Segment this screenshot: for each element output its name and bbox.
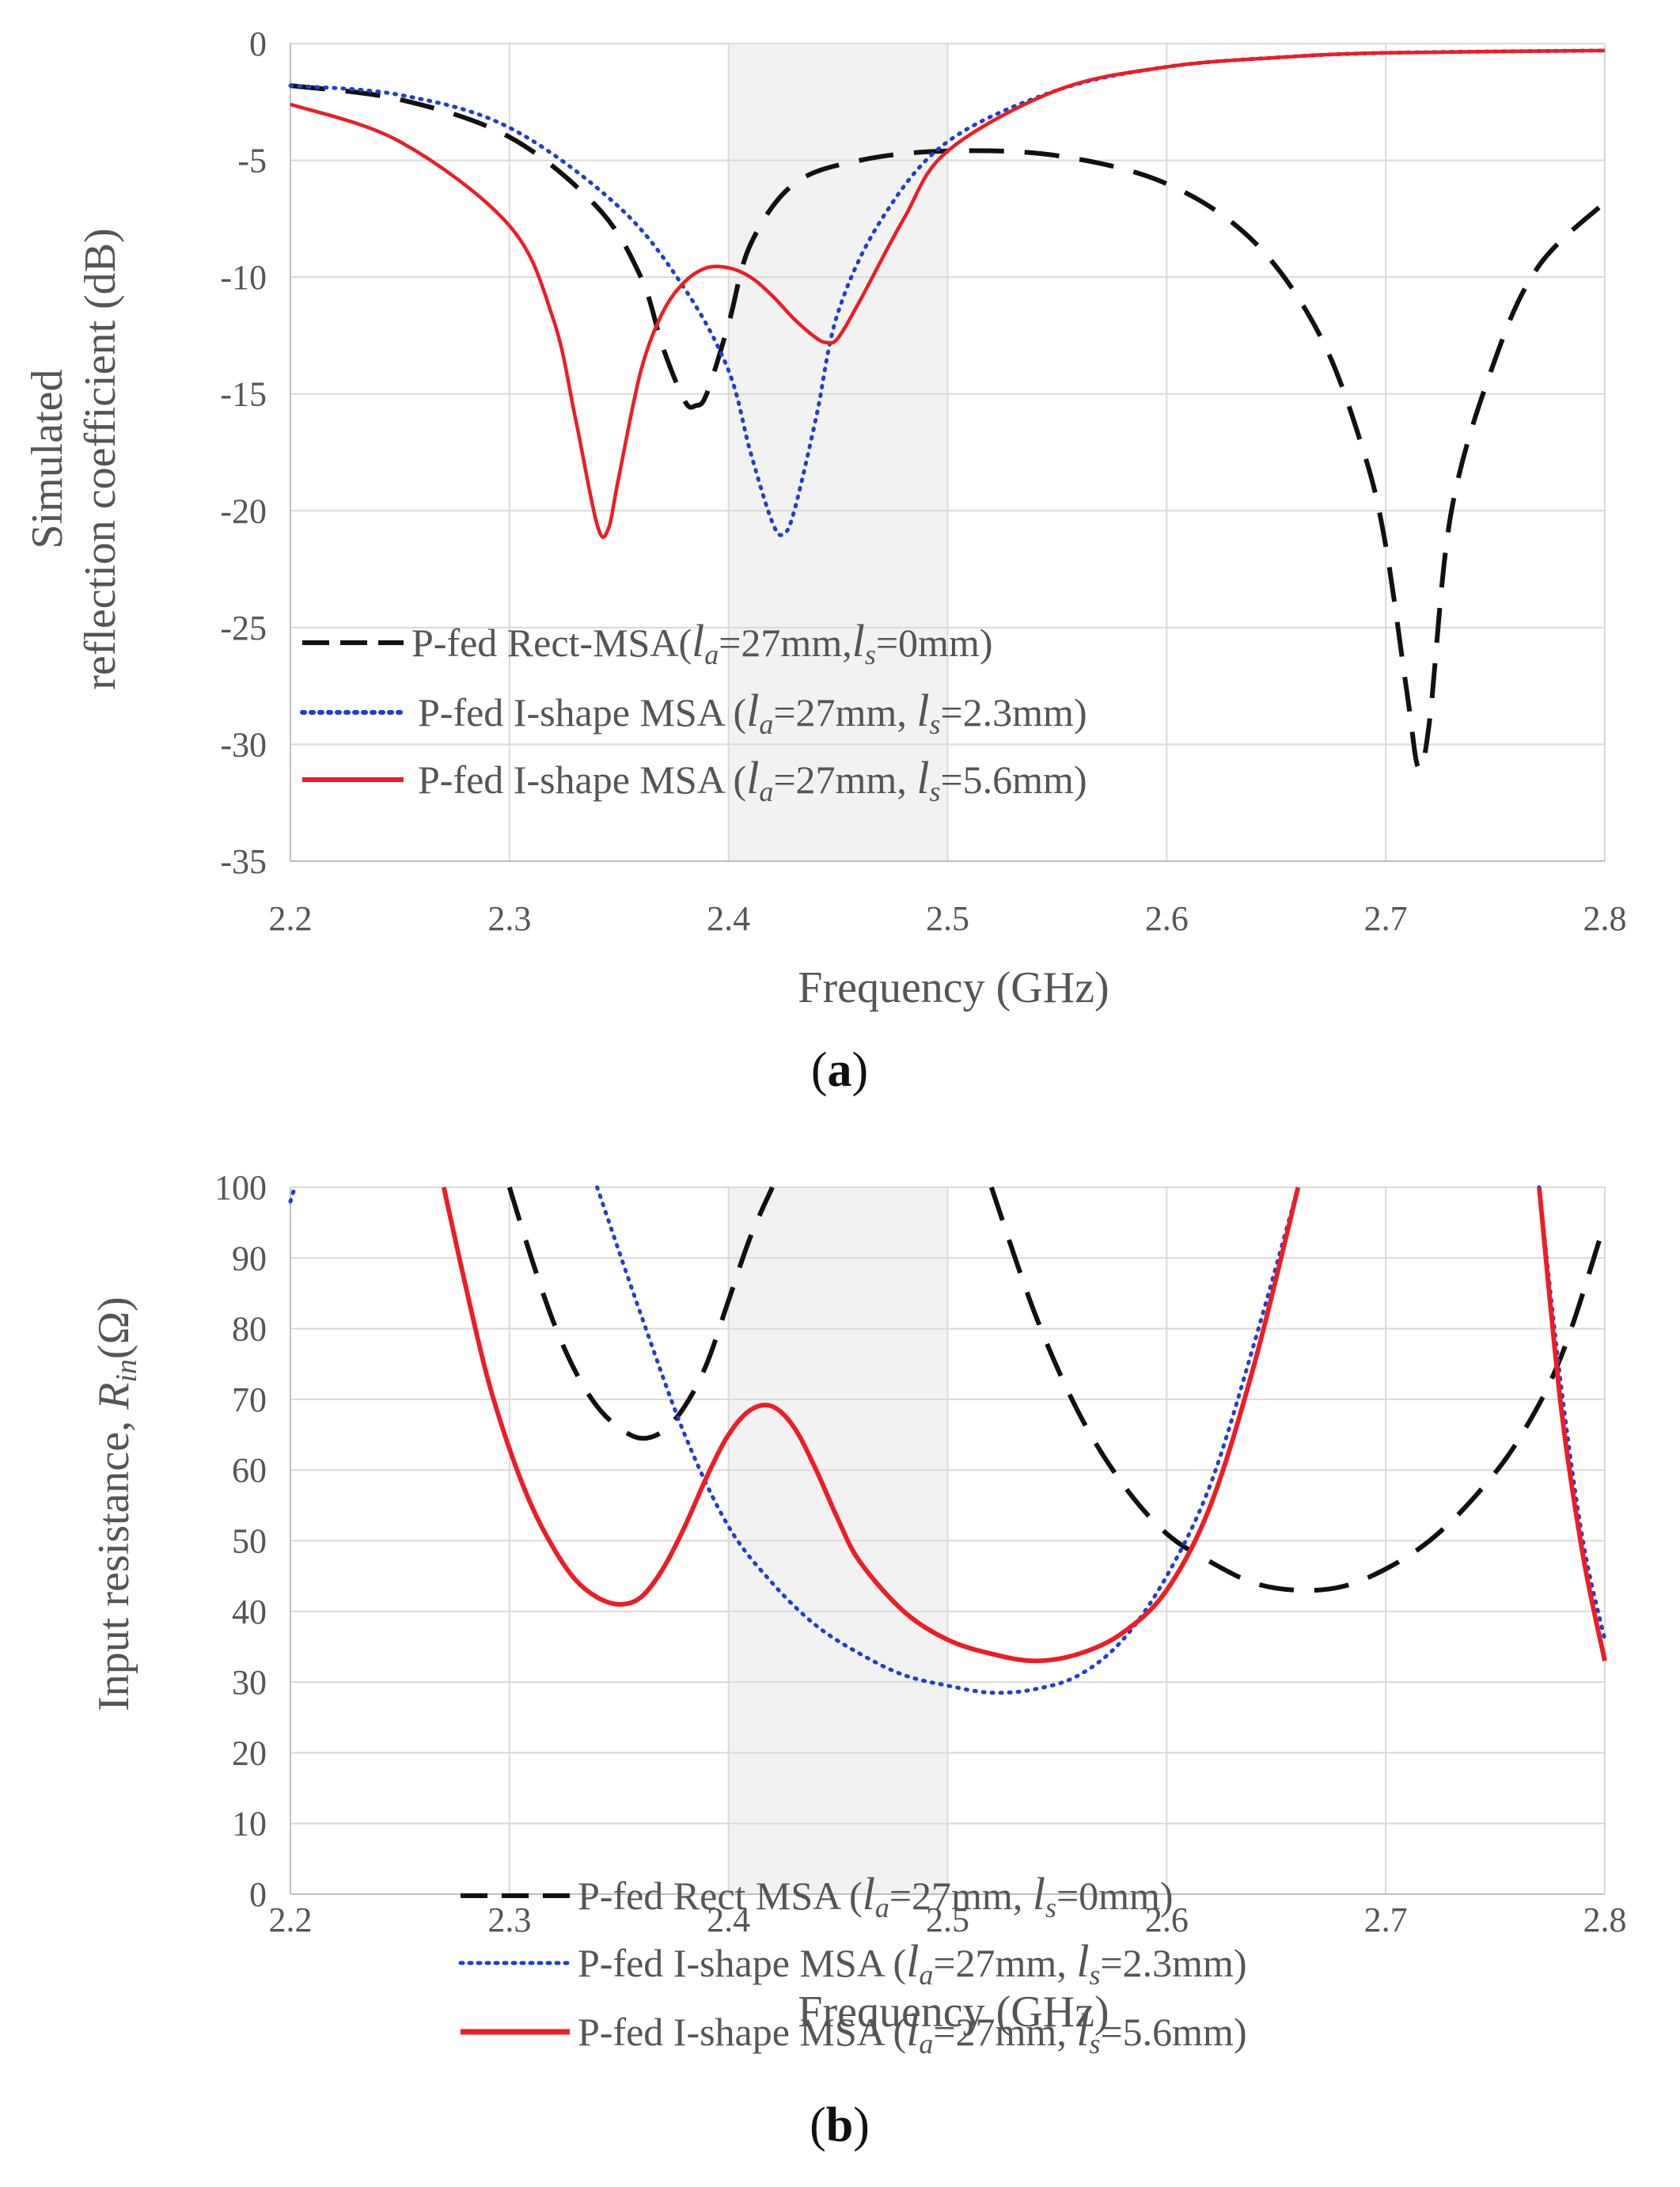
panel-a-y-axis-label-line2: reflection coefficient (dB) [76,228,125,690]
panel-a-legend-item-ishape-2: P-fed I-shape MSA (la=27mm, ls=2.3mm) [300,685,1087,740]
y-tick-label: 70 [232,1380,267,1419]
legend-text: P-fed Rect-MSA( [411,621,692,665]
legend-text-ls: =5.6mm) [940,757,1087,802]
panel-a-y-axis-label-line1: Simulated [23,369,72,549]
panel-b-series [288,1185,1607,1695]
x-tick-label: 2.2 [269,1900,313,1939]
panel-b-x-axis-label: Frequency (GHz) [798,1988,1109,2037]
series-line-b-1-1 [595,1185,1300,1695]
y-tick-label: 100 [214,1168,267,1207]
series-line-a-2-0 [290,48,1606,539]
y-tick-label: -5 [237,142,267,180]
panel-a-legend-item-ishape-5: P-fed I-shape MSA (la=27mm, ls=5.6mm) [302,752,1087,807]
y-tick-label: 0 [249,1875,267,1914]
x-tick-label: 2.4 [707,899,750,938]
x-tick-label: 2.2 [269,899,313,938]
panel-b-label: (b) [810,2098,870,2152]
panel-b-y-axis-label: Input resistance, Rin(Ω) [89,1297,143,1711]
y-tick-label: -25 [220,609,267,647]
panel-b-legend-item-ishape-2: P-fed I-shape MSA (la=27mm, ls=2.3mm) [458,1935,1247,1991]
panel-b-x-ticks: 2.2 2.3 2.4 2.5 2.6 2.7 2.8 [269,1900,1627,1939]
legend-text: P-fed I-shape MSA ( [418,757,746,802]
legend-text: P-fed I-shape MSA ( [578,2010,906,2054]
panel-b-legend-item-rect: P-fed Rect MSA (la=27mm, ls=0mm) [461,1868,1174,1923]
y-tick-label: 60 [232,1451,267,1490]
svg-text:P-fed I-shape MSA (la=27mm, ls: P-fed I-shape MSA (la=27mm, ls=5.6mm) [418,752,1087,807]
legend-text-la: =27mm, [933,2010,1066,2054]
series-line-b-2-0 [441,1187,1301,1664]
panel-a-legend-item-rect: P-fed Rect-MSA(la=27mm,ls=0mm) [302,615,993,670]
panel-a-shaded-band [728,44,948,861]
x-tick-label: 2.5 [926,1900,969,1939]
y-tick-label: 30 [232,1663,267,1702]
legend-text-ls: =0mm) [1056,1874,1174,1918]
y-tick-label: 0 [249,25,267,63]
y-tick-label: 90 [232,1239,267,1278]
legend-text-la: =27mm, [889,1874,1022,1918]
y-tick-label: 80 [232,1310,267,1349]
panel-a-gridlines [290,43,1606,862]
y-tick-label: -30 [220,725,267,764]
x-tick-label: 2.8 [1583,1900,1627,1939]
legend-text-la: =27mm, [773,690,906,735]
svg-text:P-fed Rect MSA (la=27mm, ls=0m: P-fed Rect MSA (la=27mm, ls=0mm) [578,1868,1174,1923]
series-line-b-0-0 [506,1186,775,1441]
legend-text-ls: =0mm) [876,621,993,665]
x-tick-label: 2.5 [926,899,969,938]
panel-a-y-ticks: 0 -5 -10 -15 -20 -25 -30 -35 [220,25,267,881]
panel-b-gridlines [290,1187,1606,1895]
x-tick-label: 2.6 [1145,899,1189,938]
legend-text-ls: =5.6mm) [1100,2010,1246,2054]
x-tick-label: 2.8 [1583,899,1627,938]
y-tick-label: -35 [220,842,267,881]
panel-a-x-axis-label: Frequency (GHz) [798,963,1109,1012]
x-tick-label: 2.7 [1364,1900,1408,1939]
panel-a-reflection-chart: 0 -5 -10 -15 -20 -25 -30 -35 2.2 2.3 2.4 2.5 2.6 2.7… [23,25,1627,1097]
series-line-a-0-0 [290,83,1607,771]
x-tick-label: 2.3 [487,1900,531,1939]
y-tick-label: 20 [232,1733,267,1772]
y-tick-label: 40 [232,1593,267,1631]
panel-a-legend: P-fed Rect-MSA(la=27mm,ls=0mm) P-fed I-s… [300,615,1087,807]
series-line-b-2-1 [1537,1187,1607,1661]
x-tick-label: 2.7 [1364,899,1408,938]
legend-text: P-fed I-shape MSA ( [578,1941,906,1985]
y-tick-label: -15 [220,375,267,414]
series-line-b-1-0 [288,1185,297,1204]
legend-text-la: =27mm, [719,621,851,665]
panel-a-label: (a) [811,1043,868,1097]
x-tick-label: 2.6 [1145,1900,1189,1939]
panel-a-x-ticks: 2.2 2.3 2.4 2.5 2.6 2.7 2.8 [269,899,1627,938]
panel-b-legend: P-fed Rect MSA (la=27mm, ls=0mm) P-fed I… [458,1868,1247,2060]
legend-text-ls: =2.3mm) [940,690,1087,735]
legend-text-ls: =2.3mm) [1100,1941,1246,1985]
legend-text-la: =27mm, [773,757,906,802]
legend-text: P-fed I-shape MSA ( [418,690,746,735]
y-tick-label: 50 [232,1522,267,1561]
x-tick-label: 2.3 [487,899,531,938]
y-tick-label: -20 [220,492,267,530]
legend-text-la: =27mm, [933,1941,1066,1985]
svg-text:P-fed I-shape MSA (la=27mm, ls: P-fed I-shape MSA (la=27mm, ls=5.6mm) [578,2004,1247,2060]
y-tick-label: -10 [220,258,267,297]
svg-text:P-fed Rect-MSA(la=27mm,ls=0mm): P-fed Rect-MSA(la=27mm,ls=0mm) [411,615,993,670]
svg-text:P-fed I-shape MSA (la=27mm, ls: P-fed I-shape MSA (la=27mm, ls=2.3mm) [418,685,1087,740]
series-line-b-0-1 [989,1187,1607,1593]
legend-text: P-fed Rect MSA ( [578,1874,863,1918]
panel-a-series [288,48,1607,771]
panel-b-legend-item-ishape-5: P-fed I-shape MSA (la=27mm, ls=5.6mm) [461,2004,1247,2060]
svg-text:P-fed I-shape MSA (la=27mm, ls: P-fed I-shape MSA (la=27mm, ls=2.3mm) [578,1935,1247,1991]
x-tick-label: 2.4 [707,1900,750,1939]
y-tick-label: 10 [232,1805,267,1843]
